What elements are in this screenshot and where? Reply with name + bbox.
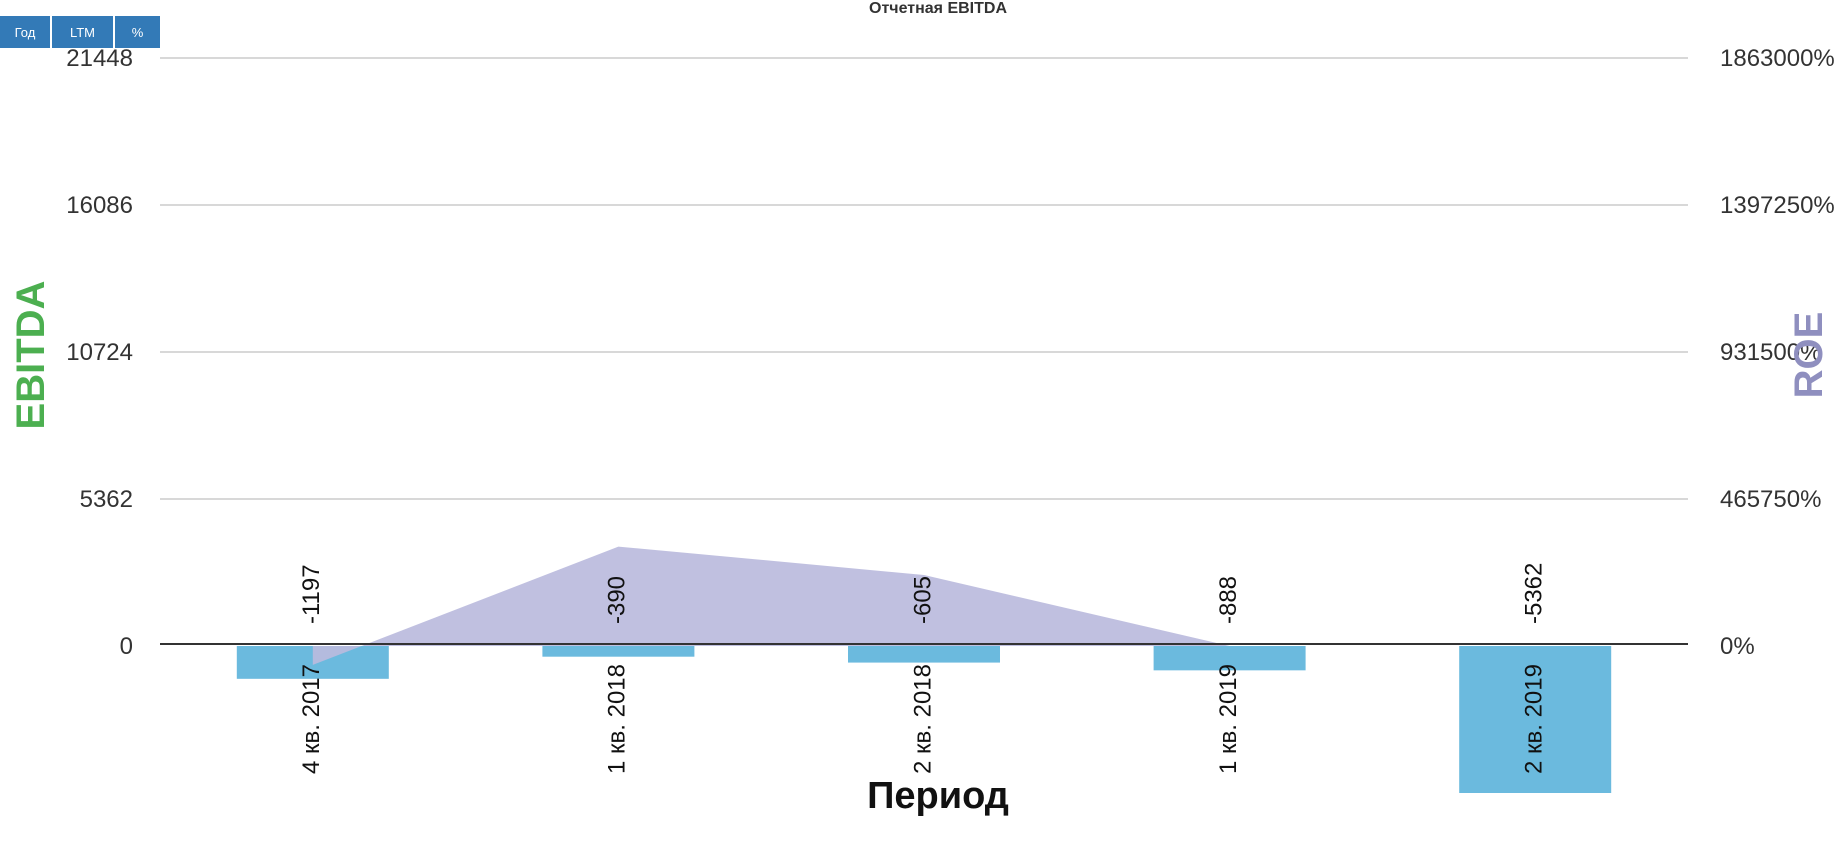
bar-data-label: -5362 — [1521, 563, 1548, 624]
period-toolbar: Год LTM % — [0, 16, 160, 48]
x-tick-label: 1 кв. 2018 — [604, 664, 631, 774]
y2-tick-label: 931500% — [1720, 339, 1821, 366]
bar-data-label: -888 — [1215, 576, 1242, 624]
ebitda-bar — [1153, 646, 1306, 671]
percent-button[interactable]: % — [115, 16, 160, 48]
x-tick-label: 1 кв. 2019 — [1215, 664, 1242, 774]
year-button[interactable]: Год — [0, 16, 50, 48]
x-tick-label: 4 кв. 2017 — [298, 664, 325, 774]
ltm-button[interactable]: LTM — [52, 16, 113, 48]
ebitda-bar — [848, 646, 1000, 663]
y-tick-label: 21448 — [66, 45, 133, 72]
chart-title: Отчетная EBITDA — [869, 0, 1007, 17]
y2-tick-label: 1863000% — [1720, 45, 1835, 72]
y2-tick-label: 0% — [1720, 633, 1755, 660]
roe-area — [312, 546, 1230, 665]
bar-data-label: -390 — [604, 576, 631, 624]
y2-axis-title: ROE — [1787, 312, 1831, 399]
ebitda-bar — [542, 646, 695, 657]
x-tick-label: 2 кв. 2018 — [909, 664, 936, 774]
y2-tick-label: 465750% — [1720, 486, 1821, 513]
y-tick-label: 5362 — [80, 486, 133, 513]
y-axis-title: EBITDA — [9, 281, 53, 430]
bar-data-label: -605 — [909, 576, 936, 624]
bar-data-label: -1197 — [298, 564, 325, 624]
ebitda-bar — [1459, 646, 1612, 793]
y-tick-label: 16086 — [66, 192, 133, 219]
x-axis-title: Период — [867, 775, 1009, 817]
y2-tick-label: 1397250% — [1720, 192, 1835, 219]
y-tick-label: 10724 — [66, 339, 133, 366]
y-tick-label: 0 — [120, 633, 133, 660]
x-tick-label: 2 кв. 2019 — [1521, 664, 1548, 774]
